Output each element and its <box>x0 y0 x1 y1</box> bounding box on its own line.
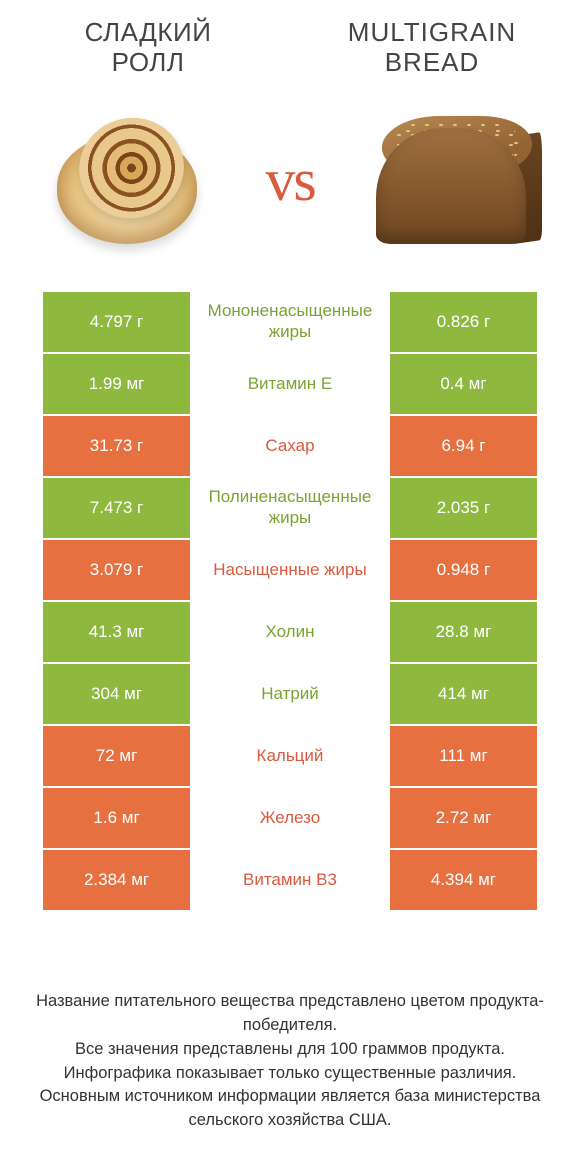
table-row: 41.3 мгХолин28.8 мг <box>42 601 538 663</box>
value-left: 72 мг <box>42 725 191 787</box>
value-left: 2.384 мг <box>42 849 191 911</box>
sweet-roll-image <box>32 96 222 266</box>
header: Сладкий ролл Multigrain bread <box>0 0 580 88</box>
footer-notes: Название питательного вещества представл… <box>35 990 545 1134</box>
value-right: 28.8 мг <box>389 601 538 663</box>
value-left: 41.3 мг <box>42 601 191 663</box>
footer-line: Основным источником информации является … <box>40 1087 541 1129</box>
footer-line: Инфографика показывает только существенн… <box>64 1064 517 1082</box>
nutrition-comparison-table: 4.797 гМононенасыщенные жиры0.826 г1.99 … <box>41 290 539 912</box>
table-row: 1.99 мгВитамин E0.4 мг <box>42 353 538 415</box>
table-row: 304 мгНатрий414 мг <box>42 663 538 725</box>
table-row: 7.473 гПолиненасыщенные жиры2.035 г <box>42 477 538 539</box>
value-right: 6.94 г <box>389 415 538 477</box>
table-row: 3.079 гНасыщенные жиры0.948 г <box>42 539 538 601</box>
value-left: 3.079 г <box>42 539 191 601</box>
table-row: 4.797 гМононенасыщенные жиры0.826 г <box>42 291 538 353</box>
value-left: 304 мг <box>42 663 191 725</box>
value-left: 7.473 г <box>42 477 191 539</box>
nutrient-label: Насыщенные жиры <box>191 539 389 601</box>
nutrient-label: Полиненасыщенные жиры <box>191 477 389 539</box>
value-right: 0.4 мг <box>389 353 538 415</box>
table-row: 1.6 мгЖелезо2.72 мг <box>42 787 538 849</box>
value-right: 0.948 г <box>389 539 538 601</box>
nutrient-label: Натрий <box>191 663 389 725</box>
value-left: 4.797 г <box>42 291 191 353</box>
multigrain-bread-image <box>358 96 548 266</box>
vs-label: vs <box>265 146 314 215</box>
value-right: 2.72 мг <box>389 787 538 849</box>
value-right: 0.826 г <box>389 291 538 353</box>
nutrient-label: Сахар <box>191 415 389 477</box>
value-right: 414 мг <box>389 663 538 725</box>
value-right: 111 мг <box>389 725 538 787</box>
table-row: 2.384 мгВитамин B34.394 мг <box>42 849 538 911</box>
value-left: 1.99 мг <box>42 353 191 415</box>
nutrient-label: Витамин E <box>191 353 389 415</box>
table-row: 72 мгКальций111 мг <box>42 725 538 787</box>
value-left: 31.73 г <box>42 415 191 477</box>
nutrient-label: Мононенасыщенные жиры <box>191 291 389 353</box>
value-left: 1.6 мг <box>42 787 191 849</box>
nutrient-label: Железо <box>191 787 389 849</box>
nutrient-label: Витамин B3 <box>191 849 389 911</box>
value-right: 2.035 г <box>389 477 538 539</box>
product-images-row: vs <box>0 88 580 290</box>
footer-line: Название питательного вещества представл… <box>36 992 544 1034</box>
nutrient-label: Кальций <box>191 725 389 787</box>
product-right-title: Multigrain bread <box>332 18 532 78</box>
footer-line: Все значения представлены для 100 граммо… <box>75 1040 505 1058</box>
nutrient-label: Холин <box>191 601 389 663</box>
table-row: 31.73 гСахар6.94 г <box>42 415 538 477</box>
value-right: 4.394 мг <box>389 849 538 911</box>
product-left-title: Сладкий ролл <box>48 18 248 78</box>
